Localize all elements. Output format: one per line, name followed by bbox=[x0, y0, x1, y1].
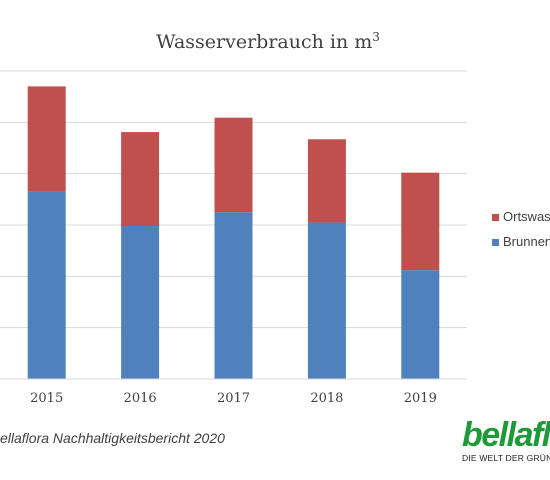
bar-brunnen-2017 bbox=[214, 212, 253, 379]
legend-label-ortswas: Ortswas bbox=[503, 209, 550, 224]
legend: Ortswas Brunnen bbox=[492, 209, 550, 249]
logo-tagline: DIE WELT DER GRÜNE bbox=[462, 453, 550, 463]
chart: Wasserverbrauch in m3 2015 2016 2017 2018 20… bbox=[0, 30, 550, 406]
chart-title: Wasserverbrauch in m3 bbox=[156, 30, 380, 53]
x-tick-labels: 2015 2016 2017 2018 2019 bbox=[30, 391, 437, 406]
bar-brunnen-2018 bbox=[307, 222, 346, 379]
bar-ortswas-2016 bbox=[121, 132, 160, 227]
bar-ortswas-2019 bbox=[401, 172, 440, 271]
x-tick-label-2018: 2018 bbox=[310, 391, 343, 406]
legend-swatch-brunnen bbox=[492, 239, 499, 246]
bars bbox=[27, 86, 440, 379]
x-tick-label-2019: 2019 bbox=[404, 391, 437, 406]
x-tick-label-2015: 2015 bbox=[30, 391, 63, 406]
bar-ortswas-2018 bbox=[307, 139, 346, 223]
bar-brunnen-2015 bbox=[27, 191, 66, 379]
bar-brunnen-2019 bbox=[401, 270, 440, 379]
bar-ortswas-2017 bbox=[214, 117, 253, 213]
legend-label-brunnen: Brunnen bbox=[503, 234, 550, 249]
x-tick-label-2017: 2017 bbox=[217, 391, 250, 406]
bellaflora-logo: bellafl DIE WELT DER GRÜNE bbox=[462, 418, 550, 466]
legend-swatch-ortswas bbox=[492, 214, 499, 221]
bar-ortswas-2015 bbox=[27, 86, 66, 192]
x-tick-label-2016: 2016 bbox=[124, 391, 157, 406]
logo-wordmark: bellafl bbox=[462, 418, 550, 454]
source-caption: ellaflora Nachhaltigkeitsbericht 2020 bbox=[0, 430, 225, 446]
bar-brunnen-2016 bbox=[121, 226, 160, 379]
